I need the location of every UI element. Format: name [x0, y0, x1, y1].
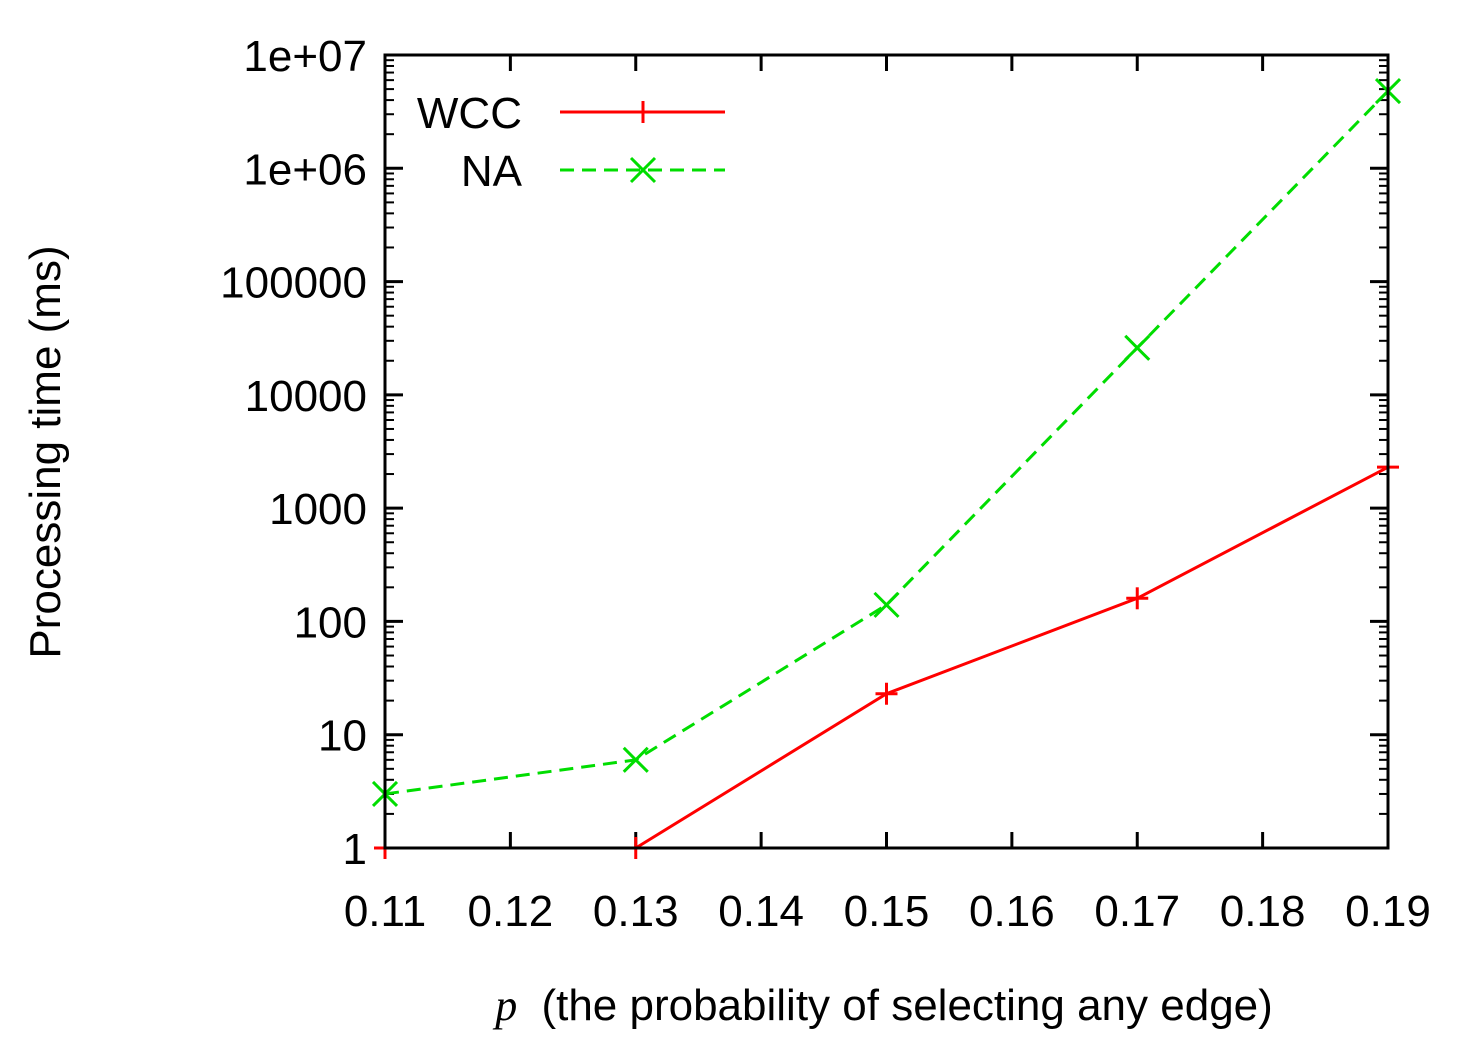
y-tick-label: 10 — [318, 712, 367, 761]
data-point-na — [1124, 334, 1151, 361]
y-tick-label: 10000 — [245, 372, 367, 421]
data-point-na — [622, 746, 649, 773]
y-tick-label: 1000 — [269, 485, 367, 534]
x-tick-label: 0.19 — [1345, 887, 1431, 936]
x-tick-label: 0.16 — [969, 887, 1055, 936]
legend-marker-wcc — [632, 101, 654, 123]
data-point-wcc — [1126, 587, 1149, 610]
legend: WCC NA — [417, 89, 725, 196]
x-tick-label: 0.11 — [344, 887, 426, 936]
x-tick-label: 0.14 — [718, 887, 804, 936]
x-tick-label: 0.17 — [1094, 887, 1180, 936]
y-tick-label: 1e+06 — [243, 145, 367, 194]
series-layer — [371, 78, 1402, 859]
y-tick-label: 1e+07 — [243, 32, 367, 81]
x-tick-label: 0.12 — [468, 887, 554, 936]
series-line-wcc — [385, 465, 1389, 850]
x-tick-label: 0.15 — [844, 887, 930, 936]
y-tick-labels: 1 10 100 1000 10000 100000 1e+06 1e+07 — [220, 32, 367, 874]
y-tick-label: 1 — [343, 825, 367, 874]
y-tick-label: 100000 — [220, 259, 367, 308]
legend-label-na: NA — [461, 147, 523, 196]
data-point-wcc — [875, 682, 898, 705]
y-tick-label: 100 — [294, 598, 367, 647]
legend-marker-na — [629, 156, 657, 184]
x-tick-labels: 0.11 0.12 0.13 0.14 0.15 0.16 0.17 0.18 0.19 — [344, 887, 1431, 936]
axis-ticks — [383, 53, 1390, 850]
y-axis-title: Processing time (ms) — [21, 245, 70, 658]
legend-label-wcc: WCC — [417, 89, 522, 138]
x-axis-symbol: p — [492, 981, 517, 1030]
x-tick-label: 0.18 — [1220, 887, 1306, 936]
x-tick-label: 0.13 — [593, 887, 679, 936]
data-point-na — [873, 591, 900, 618]
plot-frame — [383, 53, 1390, 850]
x-axis-title-text: (the probability of selecting any edge) — [541, 981, 1272, 1030]
x-axis-title: p (the probability of selecting any edge… — [492, 981, 1273, 1030]
